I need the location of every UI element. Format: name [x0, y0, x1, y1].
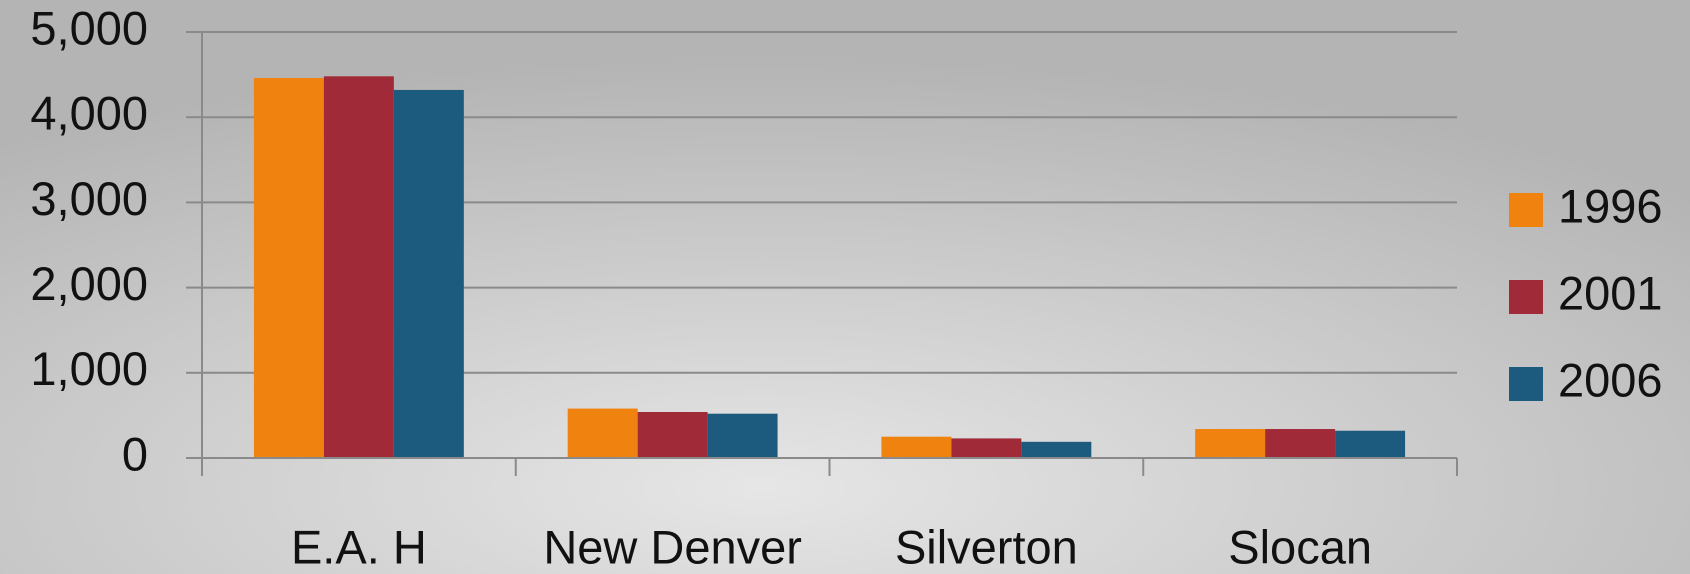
y-tick-label: 4,000	[30, 87, 148, 140]
legend-label: 1996	[1558, 179, 1663, 232]
x-tick-label: Silverton	[895, 520, 1078, 573]
bar	[951, 438, 1022, 458]
legend-swatch	[1509, 367, 1543, 401]
y-tick-label: 1,000	[30, 342, 148, 395]
bar	[881, 436, 952, 458]
x-tick-label: New Denver	[543, 520, 802, 573]
legend-swatch	[1509, 193, 1543, 227]
bar	[567, 408, 638, 458]
legend-label: 2006	[1558, 353, 1663, 406]
bar	[637, 411, 708, 458]
bar	[393, 89, 464, 458]
bar	[707, 413, 778, 458]
y-tick-label: 3,000	[30, 172, 148, 225]
y-tick-label: 2,000	[30, 257, 148, 310]
bar	[1021, 441, 1092, 458]
bar	[1265, 429, 1336, 458]
y-tick-label: 0	[122, 427, 148, 480]
x-tick-label: Slocan	[1228, 520, 1372, 573]
bar	[323, 76, 394, 458]
x-tick-label: E.A. H	[291, 520, 427, 573]
y-tick-label: 5,000	[30, 1, 148, 54]
bar	[253, 78, 324, 459]
bar	[1195, 429, 1266, 458]
bar	[1335, 430, 1406, 458]
legend-label: 2001	[1558, 266, 1663, 319]
legend-swatch	[1509, 280, 1543, 314]
